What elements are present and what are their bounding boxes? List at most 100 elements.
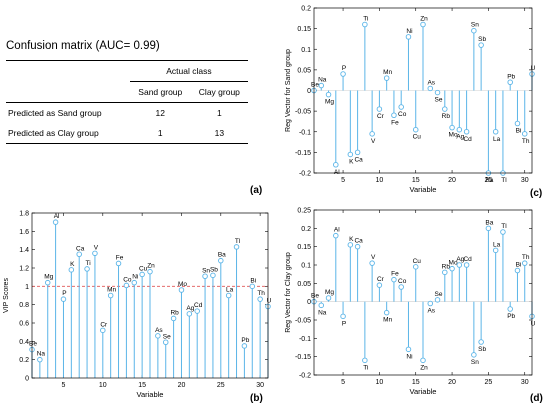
y-tick-label: -0.05	[295, 318, 311, 325]
element-label: Co	[398, 278, 407, 285]
confusion-table: Actual class Sand group Clay group Predi…	[6, 60, 248, 144]
element-label: Sn	[471, 22, 479, 29]
stem-marker	[76, 251, 82, 258]
element-label: Sn	[471, 359, 479, 366]
stem-marker	[391, 112, 397, 118]
stem-marker	[84, 266, 90, 272]
element-label: V	[94, 244, 99, 251]
element-label: Cr	[100, 321, 108, 328]
element-label: Pb	[507, 313, 515, 320]
stem-marker	[52, 219, 59, 225]
stem-marker	[478, 339, 484, 345]
element-label: P	[342, 320, 346, 327]
element-label: Na	[318, 309, 327, 316]
element-label: Sb	[210, 266, 218, 273]
element-label: Mo	[449, 260, 458, 267]
stem-marker	[178, 287, 185, 293]
x-axis-label: Variable	[410, 387, 437, 396]
element-label: Mo	[449, 132, 458, 139]
element-label: Se	[435, 291, 443, 298]
stem-marker	[427, 85, 434, 92]
x-tick-label: 5	[341, 177, 345, 184]
element-label: Bi	[516, 128, 522, 135]
col-header-sand: Sand group	[129, 81, 191, 103]
element-label: La	[493, 241, 501, 248]
stem-marker	[155, 333, 161, 339]
stem-marker	[170, 315, 177, 322]
element-label: Cr	[377, 276, 385, 283]
element-label: Ni	[132, 274, 138, 281]
element-label: K	[70, 261, 75, 268]
y-tick-label: 0.2	[301, 226, 311, 233]
element-label: Rb	[170, 309, 179, 316]
element-label: Al	[334, 227, 340, 234]
stem-marker	[362, 21, 368, 28]
element-label: Cd	[463, 256, 472, 263]
element-label: Mg	[325, 99, 334, 106]
element-label: Fe	[391, 271, 399, 278]
y-tick-label: -0.1	[299, 129, 311, 136]
y-tick-label: 1	[25, 284, 29, 291]
stem-marker	[354, 243, 361, 250]
stem-marker	[376, 106, 383, 112]
cell-value: 1	[216, 108, 222, 118]
element-label: V	[371, 138, 376, 145]
stem-marker	[347, 151, 354, 158]
stem-marker	[398, 104, 404, 110]
stem-marker	[507, 306, 513, 312]
stem-marker	[60, 296, 67, 302]
element-label: As	[155, 327, 163, 334]
stem-marker	[115, 260, 122, 267]
x-tick-label: 20	[448, 177, 456, 184]
element-label: Ni	[406, 28, 412, 35]
stem-marker	[427, 300, 434, 307]
element-label: Th	[257, 290, 265, 297]
vip-chart: 00.20.40.60.811.21.41.61.85 10 15 20 25 30BeN…	[3, 211, 272, 400]
stem-marker	[347, 242, 354, 248]
element-label: Al	[334, 169, 340, 176]
element-label: Tl	[235, 238, 241, 245]
y-tick-label: 1.4	[19, 247, 29, 254]
col-header-clay: Clay group	[190, 81, 248, 103]
stem-marker	[463, 262, 470, 268]
y-axis-label: VIP Scores	[3, 278, 10, 313]
y-tick-label: 0.4	[19, 339, 29, 346]
stem-marker	[434, 297, 441, 303]
stem-marker	[500, 229, 506, 235]
element-label: P	[62, 290, 66, 297]
y-tick-label: 0.05	[297, 67, 311, 74]
stem-marker	[369, 260, 375, 266]
element-label: Cu	[139, 265, 148, 272]
y-tick-label: 0	[307, 88, 311, 95]
element-label: Ag	[186, 305, 194, 312]
stem-marker	[44, 279, 51, 286]
stem-marker	[442, 269, 448, 276]
element-label: Al	[54, 213, 60, 220]
y-tick-label: 0.8	[19, 302, 29, 309]
confusion-matrix: Confusion matrix (AUC= 0.99) Actual clas…	[6, 40, 256, 144]
stem-marker	[340, 313, 346, 320]
element-label: Mg	[44, 274, 53, 281]
element-label: Tl	[501, 223, 507, 230]
stem-marker	[325, 295, 332, 301]
element-label: Ti	[363, 16, 368, 23]
stem-marker	[210, 272, 216, 279]
stem-marker	[249, 283, 256, 290]
y-tick-label: 0.05	[297, 281, 311, 288]
element-label: U	[531, 65, 536, 72]
element-label: Cd	[463, 136, 472, 143]
x-tick-label: 30	[521, 379, 529, 386]
stem-marker	[514, 267, 521, 274]
x-tick-label: 15	[412, 379, 420, 386]
stem-marker	[123, 282, 130, 289]
element-label: Be	[311, 293, 319, 300]
x-tick-label: 10	[376, 379, 384, 386]
element-label: Be	[311, 82, 319, 89]
element-label: Mg	[325, 289, 334, 296]
element-label: Zn	[420, 16, 428, 23]
element-label: Ti	[363, 364, 368, 371]
table-row: Predicted as Clay group 1 13	[6, 123, 248, 144]
stem-marker	[456, 126, 463, 133]
stem-marker	[521, 260, 528, 266]
stem-marker	[362, 357, 368, 364]
